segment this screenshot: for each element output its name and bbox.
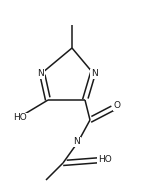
Text: HO: HO (13, 113, 27, 123)
Text: N: N (38, 69, 44, 79)
Text: O: O (114, 102, 121, 111)
Text: HO: HO (98, 155, 112, 163)
Text: N: N (74, 137, 80, 146)
Text: N: N (91, 69, 97, 79)
